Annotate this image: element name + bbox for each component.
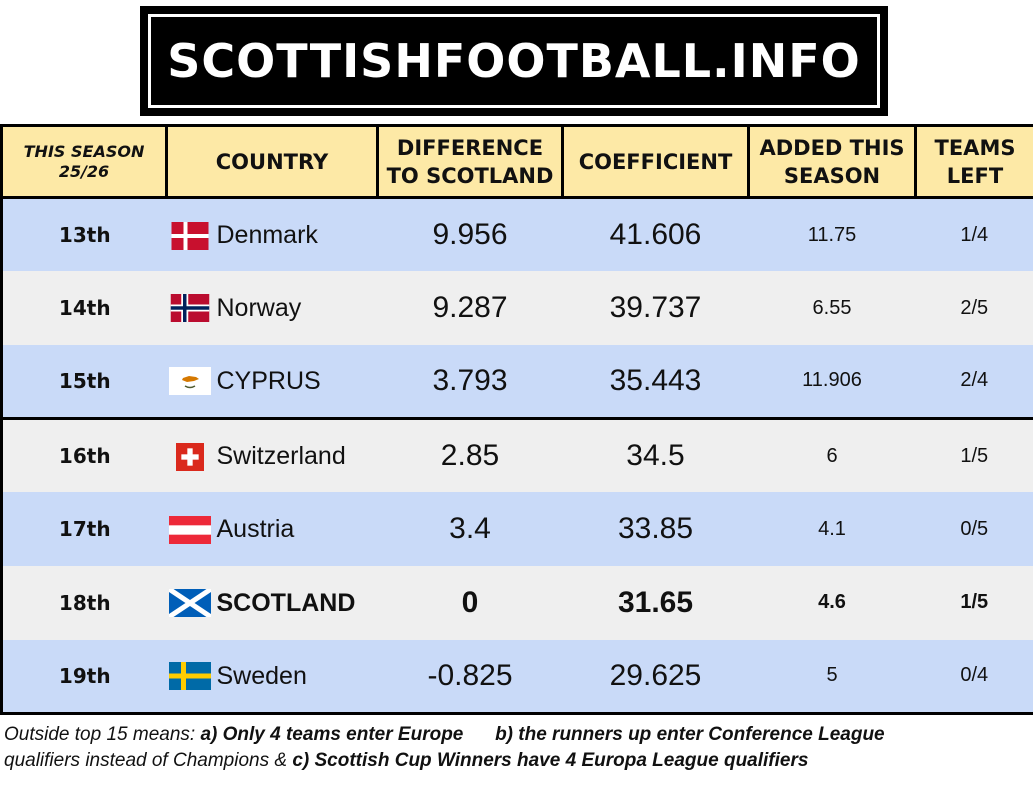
difference-cell: -0.825 (377, 639, 563, 714)
header-coefficient: COEFFICIENT (561, 124, 750, 199)
country-name: Switzerland (216, 442, 346, 471)
coefficient-cell: 31.65 (562, 565, 749, 640)
teams-left-cell: 1/5 (915, 565, 1033, 640)
austria-flag-icon (168, 515, 211, 544)
difference-cell: 0 (377, 565, 563, 640)
teams-left-cell: 0/5 (915, 492, 1033, 566)
logo-frame: SCOTTISHFOOTBALL.INFO (148, 14, 880, 108)
footnote-intro: Outside top 15 means: (4, 724, 201, 745)
table-row: 16th Switzerland 2.85 34.5 6 1/5 (1, 417, 1033, 493)
country-cell: Austria (166, 492, 378, 566)
site-logo: SCOTTISHFOOTBALL.INFO (140, 6, 888, 116)
difference-cell: 9.956 (377, 197, 563, 272)
header-teams-left: TEAMS LEFT (914, 124, 1033, 199)
footnote-c: c) Scottish Cup Winners have 4 Europa Le… (292, 750, 809, 771)
teams-left-cell: 1/4 (915, 197, 1033, 272)
denmark-flag-icon (171, 221, 208, 250)
coefficient-cell: 29.625 (562, 639, 749, 714)
difference-cell: 3.4 (377, 492, 563, 566)
table-row: 14th Norway 9.287 39.737 6.55 2/5 (1, 271, 1033, 345)
rank-cell: 14th (1, 271, 167, 345)
teams-left-cell: 2/5 (915, 271, 1033, 345)
country-cell: Denmark (166, 197, 378, 272)
table-row: 19th Sweden -0.825 29.625 5 0/4 (1, 639, 1033, 714)
added-cell: 4.6 (748, 565, 916, 640)
sweden-flag-icon (168, 662, 211, 691)
header-country: COUNTRY (165, 124, 379, 199)
country-cell: CYPRUS (166, 344, 378, 419)
country-name: Austria (216, 515, 295, 544)
country-cell: SCOTLAND (166, 565, 378, 640)
switzerland-flag-icon (175, 442, 204, 471)
coefficient-cell: 34.5 (562, 417, 749, 493)
country-name: Norway (216, 293, 302, 322)
difference-cell: 2.85 (377, 417, 563, 493)
footnote-mid: qualifiers instead of Champions & (4, 750, 293, 771)
footnote-b: b) the runners up enter Conference Leagu… (495, 724, 885, 745)
rank-cell: 15th (1, 344, 167, 419)
coefficient-cell: 33.85 (562, 492, 749, 566)
added-cell: 5 (748, 639, 916, 714)
table-row: 18th SCOTLAND 0 31.65 4.6 1/5 (1, 565, 1033, 640)
difference-cell: 9.287 (377, 271, 563, 345)
table-row: 15th CYPRUS 3.793 35.443 11.906 2/4 (1, 344, 1033, 419)
rank-cell: 17th (1, 492, 167, 566)
teams-left-cell: 0/4 (915, 639, 1033, 714)
cyprus-flag-icon (168, 367, 211, 396)
logo-text: SCOTTISHFOOTBALL.INFO (167, 34, 861, 88)
header-difference: DIFFERENCE TO SCOTLAND (376, 124, 564, 199)
norway-flag-icon (170, 294, 209, 323)
country-cell: Sweden (166, 639, 378, 714)
teams-left-cell: 2/4 (915, 344, 1033, 419)
header-season: THIS SEASON 25/26 (0, 124, 168, 199)
table-row: 17th Austria 3.4 33.85 4.1 0/5 (1, 492, 1033, 566)
coefficient-cell: 39.737 (562, 271, 749, 345)
coefficient-cell: 41.606 (562, 197, 749, 272)
rank-cell: 19th (1, 639, 167, 714)
table-header-row: THIS SEASON 25/26 COUNTRY DIFFERENCE TO … (0, 124, 1033, 199)
country-name: Sweden (216, 661, 307, 690)
header-added: ADDED THIS SEASON (747, 124, 917, 199)
added-cell: 6.55 (748, 271, 916, 345)
country-name: Denmark (216, 221, 318, 250)
rank-cell: 16th (1, 417, 167, 493)
added-cell: 6 (748, 417, 916, 493)
country-name: SCOTLAND (216, 588, 356, 617)
teams-left-cell: 1/5 (915, 417, 1033, 493)
country-cell: Norway (166, 271, 378, 345)
rank-cell: 13th (1, 197, 167, 272)
rank-cell: 18th (1, 565, 167, 640)
footnote-a: a) Only 4 teams enter Europe (200, 724, 464, 745)
footnote: Outside top 15 means: a) Only 4 teams en… (4, 722, 1029, 774)
coefficient-cell: 35.443 (562, 344, 749, 419)
scotland-flag-icon (168, 589, 211, 618)
difference-cell: 3.793 (377, 344, 563, 419)
country-cell: Switzerland (166, 417, 378, 493)
added-cell: 11.75 (748, 197, 916, 272)
country-name: CYPRUS (216, 366, 321, 395)
table-row: 13th Denmark 9.956 41.606 11.75 1/4 (1, 197, 1033, 272)
coefficient-table: THIS SEASON 25/26 COUNTRY DIFFERENCE TO … (0, 124, 1033, 715)
added-cell: 4.1 (748, 492, 916, 566)
added-cell: 11.906 (748, 344, 916, 419)
